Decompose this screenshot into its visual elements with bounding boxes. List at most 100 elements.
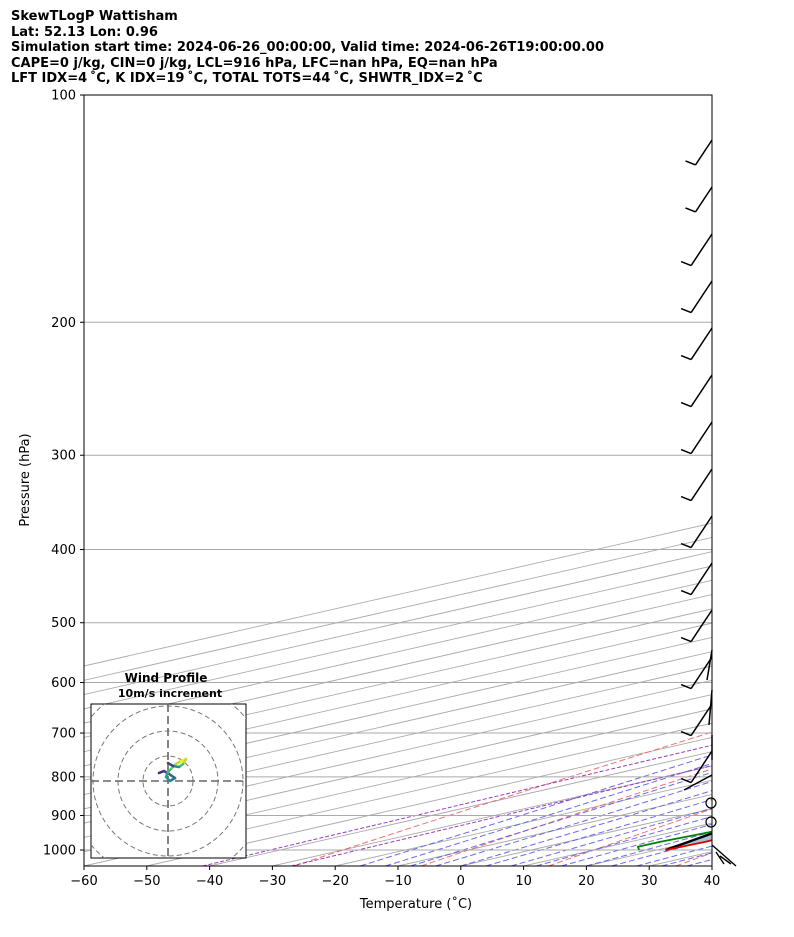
wind-barb-staff bbox=[690, 515, 713, 548]
wind-barb bbox=[685, 186, 713, 213]
x-tick-label: 10 bbox=[515, 874, 532, 889]
wind-barb-flag bbox=[680, 401, 692, 408]
y-tick-label: 100 bbox=[51, 89, 76, 104]
wind-barb-flag bbox=[680, 636, 692, 643]
temperature-profile-line bbox=[665, 839, 712, 851]
wind-barb bbox=[680, 562, 713, 596]
wind-barb bbox=[680, 374, 713, 408]
wind-profile-subtitle: 10m/s increment bbox=[118, 687, 222, 700]
chart-title-parcel-indices: CAPE=0 j/kg, CIN=0 j/kg, LCL=916 hPa, LF… bbox=[11, 55, 498, 71]
wind-barb-staff bbox=[690, 656, 713, 689]
y-tick-label: 300 bbox=[51, 449, 76, 464]
wind-barb-staff bbox=[690, 562, 713, 595]
isotherm bbox=[84, 665, 712, 810]
y-axis-label: Pressure (hPa) bbox=[18, 433, 33, 526]
wind-barb-staff bbox=[694, 186, 713, 213]
wind-barb-flag bbox=[680, 777, 692, 784]
axes: −60 −50 −40 −30 −20 −10 0 10 20 30 40 100 200 300 400 5… bbox=[43, 89, 720, 890]
wind-profile-inset: Wind Profile 10m/s increment bbox=[90, 671, 247, 859]
chart-title-times: Simulation start time: 2024-06-26_00:00:… bbox=[11, 40, 604, 56]
isotherm bbox=[84, 636, 712, 781]
moist-adiabat bbox=[561, 823, 712, 866]
wind-barb-staff bbox=[690, 280, 713, 313]
isotherm bbox=[84, 651, 712, 796]
moist-adiabat bbox=[686, 858, 712, 866]
wind-barb bbox=[680, 233, 713, 267]
y-tick-label: 700 bbox=[51, 727, 76, 742]
isotherm bbox=[523, 822, 712, 866]
y-tick-label: 500 bbox=[51, 616, 76, 631]
calm-wind-circle bbox=[705, 816, 717, 828]
dry-adiabat bbox=[421, 768, 712, 866]
wind-barb-staff bbox=[690, 750, 713, 783]
wind-barb-flag bbox=[680, 542, 692, 549]
x-axis-label: Temperature (˚C) bbox=[359, 896, 472, 912]
wind-barb bbox=[683, 774, 713, 791]
wind-barb-staff bbox=[690, 421, 713, 454]
wind-barb bbox=[680, 609, 713, 643]
moist-adiabat bbox=[485, 798, 712, 866]
parcel-profile-line bbox=[665, 832, 712, 852]
isotherm bbox=[397, 794, 712, 866]
background-lines bbox=[84, 95, 794, 866]
wind-barb bbox=[680, 703, 713, 737]
isotherm bbox=[775, 95, 794, 866]
x-tick-label: −10 bbox=[384, 874, 411, 889]
wind-profile-title: Wind Profile bbox=[125, 671, 208, 685]
wind-barb bbox=[706, 649, 713, 681]
sounding-profiles bbox=[637, 830, 712, 852]
chart-title-block: SkewTLogP Wattisham Lat: 52.13 Lon: 0.96… bbox=[11, 9, 604, 87]
x-tick-label: −50 bbox=[133, 874, 160, 889]
wind-barb bbox=[680, 515, 713, 549]
isotherm bbox=[84, 694, 712, 838]
wind-barb-flag bbox=[680, 260, 692, 267]
calm-wind-circle bbox=[705, 797, 717, 809]
wind-barb-flag bbox=[680, 589, 692, 596]
wind-barb bbox=[708, 689, 713, 726]
moist-adiabat bbox=[536, 815, 712, 866]
x-tick-label: −40 bbox=[196, 874, 223, 889]
wind-barb bbox=[685, 139, 713, 166]
moist-adiabat bbox=[611, 838, 712, 866]
chart-title-location: Lat: 52.13 Lon: 0.96 bbox=[11, 24, 158, 40]
moist-adiabat bbox=[510, 807, 712, 866]
moist-adiabat bbox=[711, 865, 712, 866]
y-tick-label: 600 bbox=[51, 676, 76, 691]
wind-barb bbox=[680, 280, 713, 314]
isotherm bbox=[711, 865, 712, 866]
wind-barb-flag bbox=[680, 730, 692, 737]
moist-adiabat bbox=[410, 771, 712, 866]
moist-adiabat bbox=[661, 852, 712, 866]
moist-adiabat bbox=[435, 780, 712, 866]
y-tick-label: 200 bbox=[51, 316, 76, 331]
x-tick-label: 40 bbox=[704, 874, 721, 889]
x-tick-label: −20 bbox=[321, 874, 348, 889]
mixing-ratio-line bbox=[291, 765, 712, 866]
wind-barb-staff bbox=[690, 327, 713, 360]
moist-adiabat bbox=[360, 754, 712, 866]
wind-barb-flag bbox=[685, 160, 696, 166]
y-tick-label: 400 bbox=[51, 543, 76, 558]
x-tick-label: −60 bbox=[70, 874, 97, 889]
moist-adiabat bbox=[636, 845, 712, 866]
x-tick-label: −30 bbox=[259, 874, 286, 889]
x-tick-label: 30 bbox=[641, 874, 658, 889]
wind-barb-staff bbox=[694, 139, 713, 166]
wind-barb bbox=[680, 656, 713, 690]
x-tick-label: 0 bbox=[457, 874, 465, 889]
wind-barbs bbox=[680, 139, 737, 867]
isotherm bbox=[460, 808, 712, 866]
y-tick-label: 800 bbox=[51, 770, 76, 785]
isotherm bbox=[84, 722, 712, 866]
isotherm bbox=[649, 851, 712, 866]
wind-barb bbox=[711, 844, 737, 867]
y-tick-label: 1000 bbox=[43, 844, 76, 859]
isotherm bbox=[209, 751, 712, 866]
wind-barb-flag bbox=[680, 448, 692, 455]
wind-barb bbox=[680, 327, 713, 361]
isotherm bbox=[84, 679, 712, 824]
wind-barb bbox=[680, 750, 713, 784]
wind-barb-flag bbox=[680, 495, 692, 502]
wind-barb-staff bbox=[690, 233, 713, 266]
